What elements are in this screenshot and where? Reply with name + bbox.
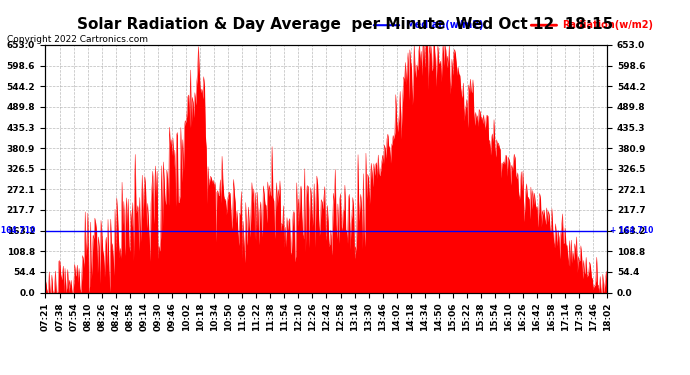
Text: Median(w/m2): Median(w/m2) (405, 20, 483, 30)
Text: + 164.710: + 164.710 (0, 226, 35, 235)
Text: + 164.710: + 164.710 (610, 226, 653, 235)
Text: Radiation(w/m2): Radiation(w/m2) (562, 20, 653, 30)
Text: Copyright 2022 Cartronics.com: Copyright 2022 Cartronics.com (7, 35, 148, 44)
Text: Solar Radiation & Day Average  per Minute  Wed Oct 12  18:15: Solar Radiation & Day Average per Minute… (77, 17, 613, 32)
